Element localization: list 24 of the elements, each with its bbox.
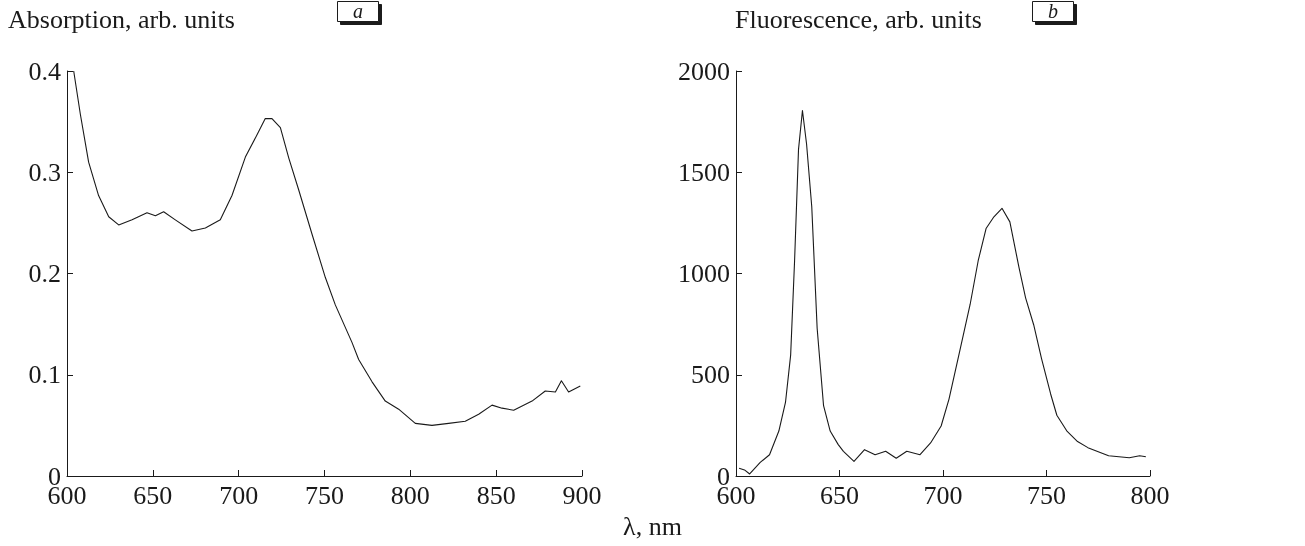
y-tick-label: 0.2 xyxy=(28,259,61,288)
line-series xyxy=(738,109,1147,475)
y-axis-title: Absorption, arb. units xyxy=(8,4,235,34)
x-tick-label: 750 xyxy=(1027,480,1066,510)
y-axis-title: Fluorescence, arb. units xyxy=(735,4,982,34)
x-tick-label: 650 xyxy=(133,480,173,510)
x-tick-label: 650 xyxy=(820,480,859,510)
y-tick-label: 1500 xyxy=(678,157,730,187)
x-tick-label: 800 xyxy=(390,480,430,510)
x-tick-label: 800 xyxy=(1130,480,1170,510)
chart-title: a xyxy=(353,0,363,22)
x-tick-label: 750 xyxy=(305,480,344,510)
x-tick-label: 700 xyxy=(219,480,259,510)
y-tick-label: 2000 xyxy=(678,56,730,86)
y-tick-label: 0.4 xyxy=(28,56,61,86)
x-tick-label: 700 xyxy=(923,480,963,510)
y-tick-label: 500 xyxy=(691,360,730,390)
y-tick-label: 1000 xyxy=(678,259,730,288)
x-tick-label: 850 xyxy=(476,480,516,510)
y-tick-label: 0.3 xyxy=(28,157,61,187)
x-axis-title: λ, nm xyxy=(622,512,683,542)
chart-title: b xyxy=(1048,0,1058,22)
y-tick-label: 0.1 xyxy=(28,360,61,390)
x-tick-label: 900 xyxy=(562,480,602,510)
